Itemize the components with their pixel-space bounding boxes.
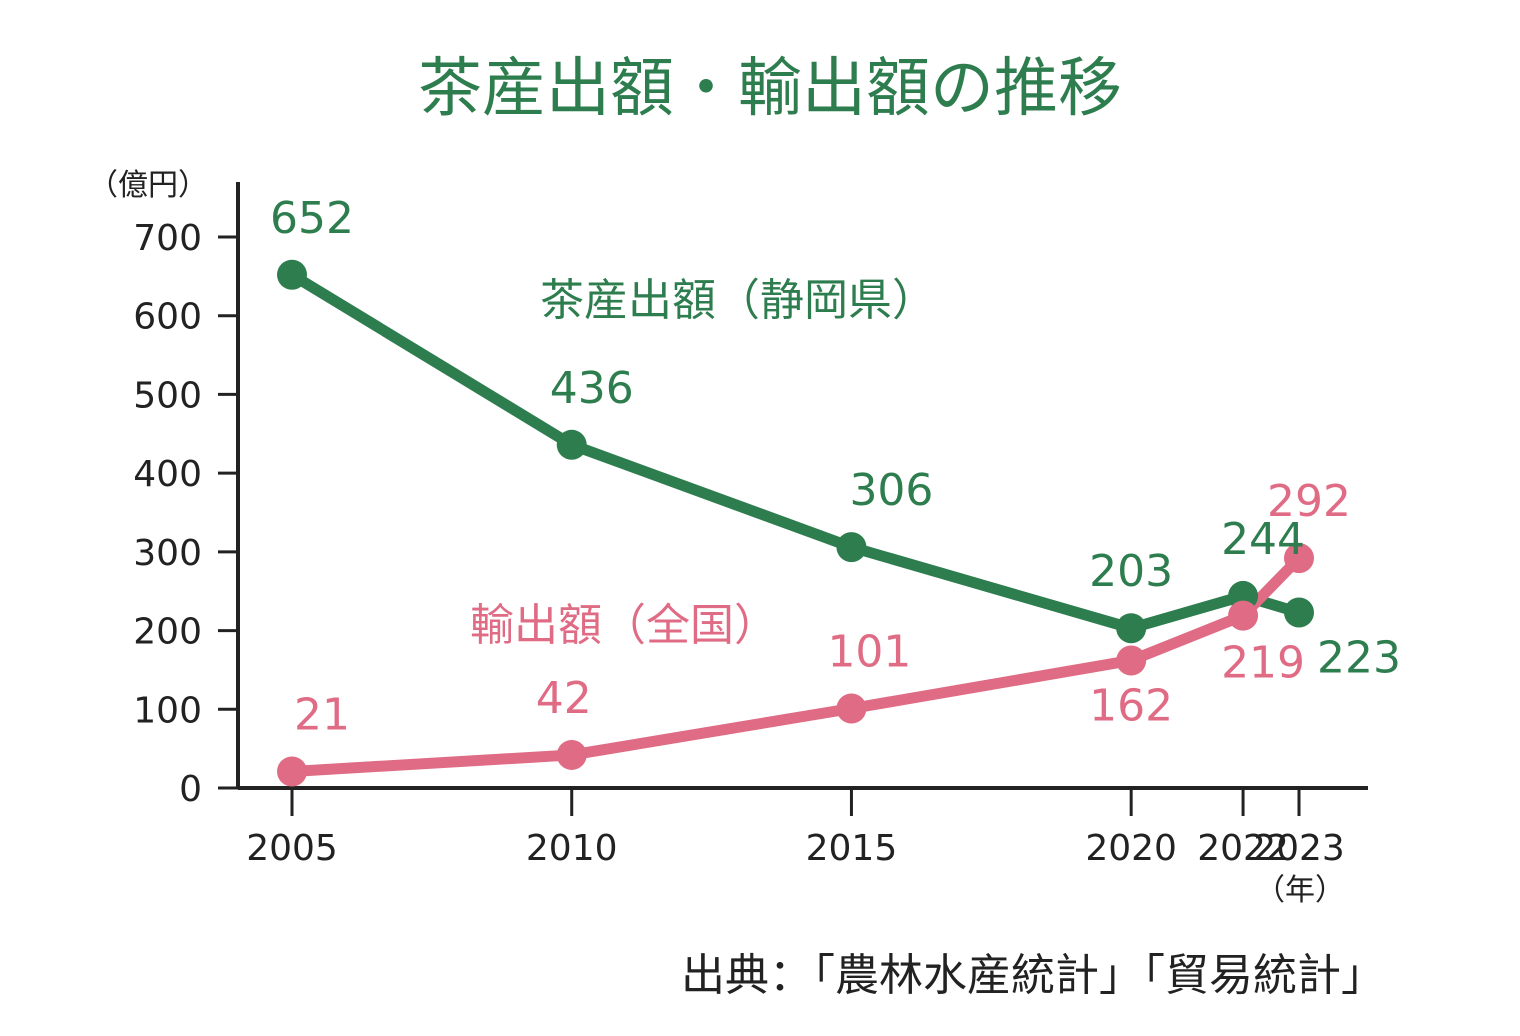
data-point-export	[1116, 645, 1147, 676]
data-label-tea: 306	[849, 465, 933, 516]
y-tick-label: 100	[133, 690, 202, 731]
data-point-tea	[277, 259, 307, 290]
data-point-tea	[1284, 597, 1314, 628]
y-tick-label: 200	[133, 612, 202, 653]
data-point-export	[277, 756, 307, 787]
data-label-export: 101	[827, 626, 911, 677]
data-label-tea: 436	[550, 363, 634, 414]
data-label-tea: 203	[1089, 546, 1173, 597]
y-tick-label: 700	[133, 218, 202, 259]
data-point-export	[1284, 543, 1314, 574]
y-tick-label: 0	[179, 769, 202, 810]
data-label-tea: 223	[1317, 632, 1401, 683]
data-label-export: 42	[536, 673, 592, 724]
source-note: 出典：「農林水産統計」「貿易統計」	[681, 950, 1385, 1001]
data-labels: 652 436 306 203 244 223 21 42 101 162 219 292	[270, 193, 1401, 741]
data-label-export: 219	[1221, 638, 1305, 689]
y-tick-label: 300	[133, 533, 202, 574]
data-label-tea: 652	[270, 193, 354, 244]
y-tick-label: 600	[133, 297, 202, 338]
data-point-tea	[836, 532, 867, 563]
data-point-export	[1228, 600, 1259, 631]
data-point-export	[556, 739, 587, 770]
axes: 0 100 200 300 400 500 600 700 2005 2010 2015 2020 20…	[133, 182, 1368, 869]
data-point-tea	[556, 429, 587, 460]
x-tick-label: 2015	[806, 828, 898, 869]
series-label-export: 輸出額（全国）	[470, 600, 778, 651]
data-label-tea: 244	[1221, 514, 1305, 565]
y-axis-unit: （億円）	[88, 168, 208, 203]
chart-title: 茶産出額・輸出額の推移	[418, 52, 1122, 126]
series-points	[277, 259, 1314, 787]
data-label-export: 21	[294, 689, 350, 740]
x-tick-label: 2023	[1253, 828, 1345, 869]
data-point-export	[836, 693, 867, 724]
x-axis-unit: （年）	[1255, 873, 1345, 908]
series-label-tea: 茶産出額（静岡県）	[540, 275, 936, 326]
data-point-tea	[1116, 613, 1147, 644]
x-tick-label: 2005	[246, 828, 338, 869]
y-tick-label: 400	[133, 454, 202, 495]
data-label-export: 162	[1089, 680, 1173, 731]
x-tick-label: 2020	[1085, 828, 1177, 869]
data-label-export: 292	[1267, 476, 1351, 527]
x-tick-label: 2022	[1197, 828, 1289, 869]
y-tick-label: 500	[133, 375, 202, 416]
x-tick-label: 2010	[526, 828, 618, 869]
